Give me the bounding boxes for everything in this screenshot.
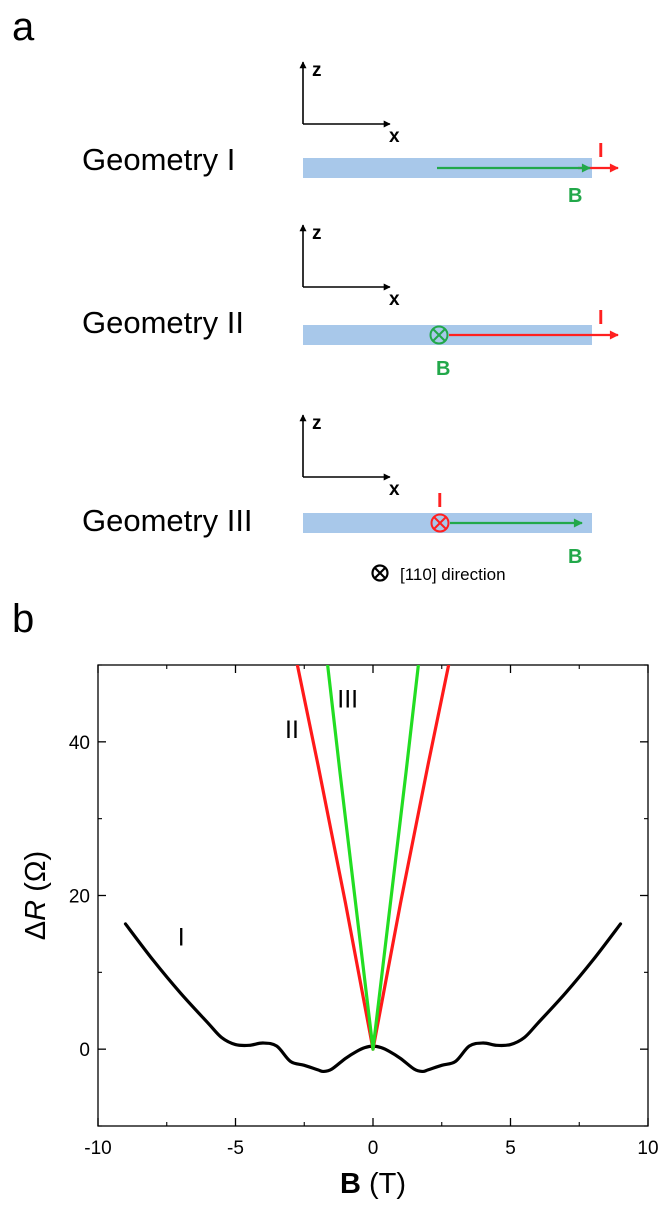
plot-frame	[97, 664, 649, 1127]
x-axis-label: x	[389, 126, 400, 147]
curve-label-ii: II	[285, 716, 299, 744]
current-into-page-icon	[430, 513, 450, 533]
plot-area	[123, 665, 623, 1074]
geometry-3: Geometry III z x I B	[82, 413, 592, 568]
curve-label-iii: III	[337, 685, 358, 713]
geometry-label: Geometry I	[82, 142, 235, 177]
current-label: I	[598, 140, 604, 162]
y-axis-title: ΔR (Ω)	[20, 851, 52, 940]
y-tick-label: 40	[69, 733, 90, 754]
x-tick-label: 0	[368, 1138, 379, 1159]
geometry-label: Geometry III	[82, 503, 253, 538]
x-tick-label: 5	[505, 1138, 516, 1159]
field-label: B	[568, 546, 582, 568]
y-tick-label: 0	[79, 1040, 90, 1061]
panel-letter-a: a	[12, 5, 35, 49]
x-tick-label: 10	[637, 1138, 658, 1159]
legend-text: [110] direction	[400, 565, 506, 584]
direction-legend: [110] direction	[371, 564, 506, 584]
z-axis-label: z	[312, 413, 322, 434]
into-page-symbol-icon	[371, 564, 389, 582]
z-axis-label: z	[312, 223, 322, 244]
field-label: B	[568, 185, 582, 207]
geometry-label: Geometry II	[82, 305, 244, 340]
x-axis-label: x	[389, 479, 400, 500]
x-tick-label: -5	[227, 1138, 244, 1159]
x-axis-title: B (T)	[340, 1168, 406, 1200]
current-label: I	[598, 307, 604, 329]
series-line-iii	[326, 665, 420, 1051]
series-line-ii	[295, 665, 451, 1051]
z-axis-label: z	[312, 60, 322, 81]
x-tick-label: -10	[84, 1138, 111, 1159]
panel-letter-b: b	[12, 597, 34, 641]
field-label: B	[436, 358, 450, 380]
geometry-2: Geometry II z x I B	[82, 223, 619, 380]
y-tick-label: 20	[69, 887, 90, 908]
field-into-page-icon	[429, 325, 449, 345]
current-label: I	[437, 490, 443, 512]
geometry-1: Geometry I z x I B	[82, 60, 619, 207]
curve-label-i: I	[178, 923, 185, 951]
x-axis-label: x	[389, 289, 400, 310]
